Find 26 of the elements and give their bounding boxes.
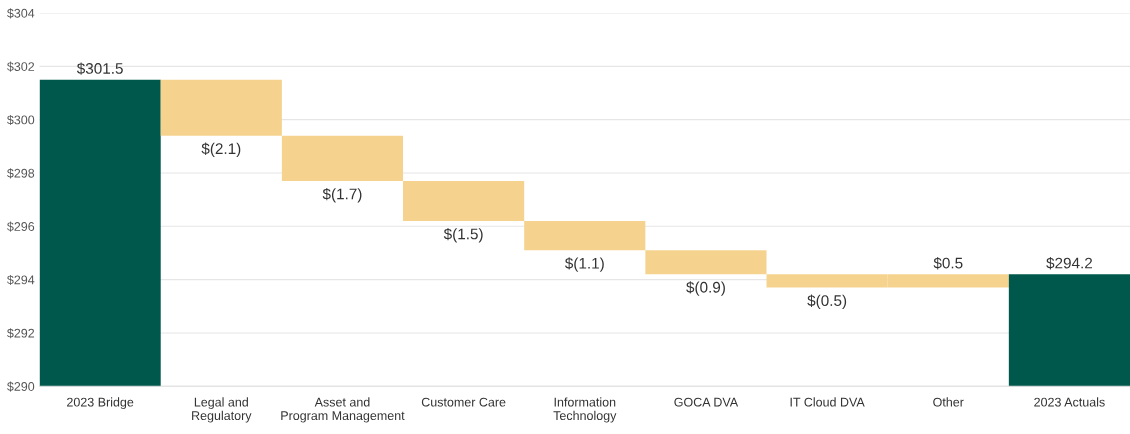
x-tick-label: Customer Care — [421, 397, 506, 407]
data-label: $(1.1) — [564, 257, 604, 272]
y-tick-label: $300 — [7, 114, 35, 126]
data-label: $294.2 — [1046, 257, 1093, 270]
y-tick-label: $302 — [7, 61, 35, 72]
data-label: $301.5 — [76, 62, 123, 75]
x-tick-label: Asset and Program Management — [281, 397, 405, 423]
x-tick-label: Legal and Regulatory — [192, 397, 252, 423]
x-tick-label: GOCA DVA — [674, 397, 739, 407]
data-label: $(0.9) — [686, 281, 725, 296]
data-label: $(1.7) — [322, 187, 362, 203]
x-tick-label: Information Technology — [553, 397, 617, 423]
x-tick-label: IT Cloud DVA — [790, 397, 865, 407]
x-tick-label: 2023 Actuals — [1034, 397, 1105, 407]
y-tick-label: $298 — [7, 168, 35, 179]
data-label: $0.5 — [933, 257, 963, 270]
y-tick-label: $296 — [7, 221, 35, 232]
data-label: $(2.1) — [201, 142, 241, 158]
data-label: $(1.5) — [443, 227, 483, 243]
x-tick-label: Other — [933, 397, 964, 407]
y-tick-label: $294 — [7, 274, 35, 286]
y-tick-label: $304 — [7, 8, 35, 19]
y-tick-label: $290 — [7, 381, 35, 392]
data-label: $(0.5) — [807, 294, 847, 310]
x-tick-label: 2023 Bridge — [67, 397, 134, 410]
y-tick-label: $292 — [7, 328, 35, 339]
